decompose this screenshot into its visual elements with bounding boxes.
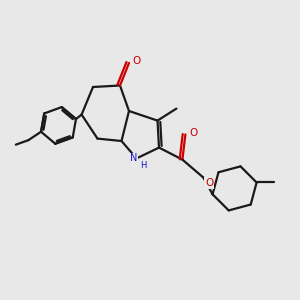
Text: O: O bbox=[190, 128, 198, 138]
Text: N: N bbox=[130, 153, 137, 164]
Text: O: O bbox=[132, 56, 141, 67]
Text: H: H bbox=[140, 160, 146, 169]
Text: O: O bbox=[205, 178, 214, 188]
